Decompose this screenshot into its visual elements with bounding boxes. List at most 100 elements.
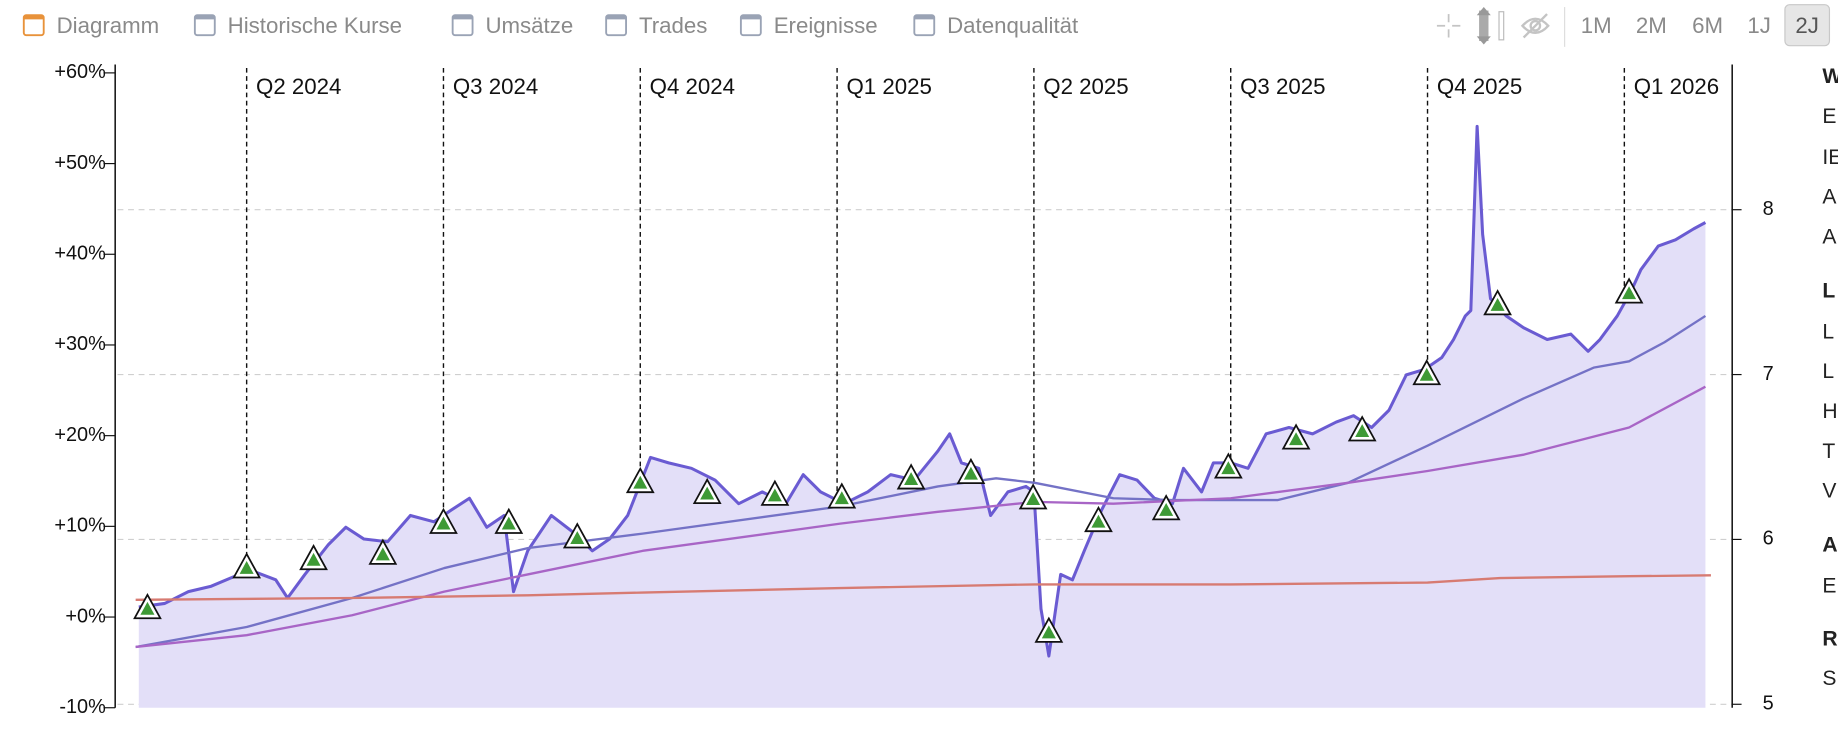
toggle[interactable]: Datenqualität (913, 13, 1079, 38)
marker-fill (700, 486, 715, 500)
range-button[interactable]: 2M (1636, 13, 1667, 38)
x-tick-label: Q3 2024 (453, 74, 538, 99)
toggle[interactable]: Historische Kurse (193, 13, 402, 38)
panel-text: E (1822, 105, 1836, 128)
toggle-label[interactable]: Datenqualität (947, 13, 1079, 38)
panel-text: A (1822, 534, 1837, 557)
marker-fill (1159, 502, 1174, 516)
crosshair-icon[interactable] (1436, 14, 1461, 38)
panel-text: E (1822, 575, 1836, 598)
panel-text: V (1822, 480, 1836, 503)
checkbox[interactable] (22, 14, 45, 37)
marker-fill (1289, 432, 1304, 446)
checkbox[interactable] (193, 14, 216, 37)
marker-fill (239, 561, 254, 574)
range-button[interactable]: 6M (1692, 13, 1723, 38)
marker-fill (1091, 514, 1106, 528)
toggle-label[interactable]: Diagramm (57, 13, 160, 38)
y2-tick-label: 7 (1763, 363, 1774, 385)
range-label[interactable]: 2M (1636, 13, 1667, 38)
trade-marker (368, 538, 398, 565)
trade-marker (1084, 505, 1113, 533)
chart: 5 6 7 8 Q2 2024 Q3 2024 Q4 2024 Q1 2025 Q2 2025 Q… (54, 61, 1773, 718)
x-tick-label: Q2 2024 (256, 74, 341, 99)
marker-fill (1622, 286, 1637, 300)
x-tick-label: Q4 2025 (1437, 74, 1522, 99)
toggle[interactable]: Ereignisse (739, 13, 878, 38)
marker-fill (767, 488, 782, 502)
toggle-label[interactable]: Ereignisse (774, 13, 878, 38)
trade-marker (896, 463, 926, 490)
toggle[interactable]: Umsätze (451, 13, 574, 38)
marker-fill (570, 531, 585, 544)
y-tick-label: +20% (54, 424, 105, 446)
toolbar: Diagramm Historische Kurse Umsätze Trades Er… (22, 4, 1831, 47)
trade-marker (1151, 494, 1181, 521)
trade-marker (1018, 483, 1048, 510)
marker-fill (1355, 424, 1370, 437)
panel-text: L (1822, 360, 1834, 383)
checkbox[interactable] (605, 14, 627, 37)
marker-fill (904, 472, 919, 486)
checkbox[interactable] (913, 14, 936, 37)
trade-marker (1347, 415, 1377, 442)
trade-marker (494, 507, 524, 534)
hide-icon[interactable] (1520, 13, 1550, 39)
range-label[interactable]: 2J (1795, 13, 1818, 38)
toggle-label[interactable]: Trades (639, 13, 707, 38)
y2-tick-label: 8 (1763, 198, 1774, 220)
range-selected (1784, 4, 1831, 47)
y-tick-label: +40% (54, 243, 105, 265)
range-label[interactable]: 6M (1692, 13, 1723, 38)
trade-marker (1614, 277, 1644, 304)
price-line (138, 124, 1707, 658)
toggle-label[interactable]: Umsätze (485, 13, 573, 38)
panel-text: L (1822, 279, 1835, 302)
marker-fill (306, 552, 321, 566)
marker-fill (436, 516, 451, 530)
y2-tick-label: 5 (1763, 693, 1774, 715)
price-line (135, 574, 1711, 601)
trade-marker (429, 507, 458, 534)
panel-text: IE (1822, 146, 1838, 169)
checkbox[interactable] (739, 14, 762, 37)
range-button[interactable]: 2J (1784, 4, 1831, 47)
marker-fill (501, 516, 516, 530)
y2-tick-label: 6 (1763, 528, 1774, 550)
trade-marker (299, 544, 328, 571)
panel-text: H (1822, 400, 1837, 423)
trade-marker (232, 552, 262, 579)
toggle[interactable]: Diagramm (22, 13, 160, 38)
panel-text: S (1822, 667, 1836, 690)
marker-fill (834, 491, 849, 505)
panel-text: R (1822, 627, 1837, 650)
trade-marker (1213, 452, 1243, 479)
toggle-label[interactable]: Historische Kurse (228, 13, 402, 38)
marker-fill (1419, 367, 1434, 381)
chart-tools (1436, 7, 1566, 47)
panel-text: W (1822, 65, 1838, 88)
trade-marker (1483, 289, 1512, 316)
side-panel: WEIEAALLLHTVAERS (1822, 65, 1838, 690)
trade-marker (827, 482, 857, 509)
panel-text: T (1822, 440, 1835, 463)
range-label[interactable]: 1J (1747, 13, 1770, 38)
price-area (138, 126, 1706, 708)
range-label[interactable]: 1M (1581, 13, 1612, 38)
y-tick-label: +0% (65, 605, 105, 627)
x-tick-label: Q1 2026 (1634, 74, 1719, 99)
marker-fill (1221, 461, 1236, 475)
toggle[interactable]: Trades (605, 13, 707, 38)
trade-marker (562, 522, 592, 549)
checkbox[interactable] (451, 14, 474, 37)
autoscale-icon[interactable] (1476, 7, 1505, 45)
range-button[interactable]: 1J (1747, 13, 1770, 38)
marker-fill (1026, 492, 1041, 506)
trade-marker (1034, 616, 1064, 643)
trade-marker (760, 479, 790, 506)
panel-text: A (1822, 186, 1837, 209)
price-line (135, 385, 1706, 649)
y-tick-label: -10% (59, 696, 105, 718)
range-button[interactable]: 1M (1581, 13, 1612, 38)
marker-fill (1041, 625, 1056, 639)
